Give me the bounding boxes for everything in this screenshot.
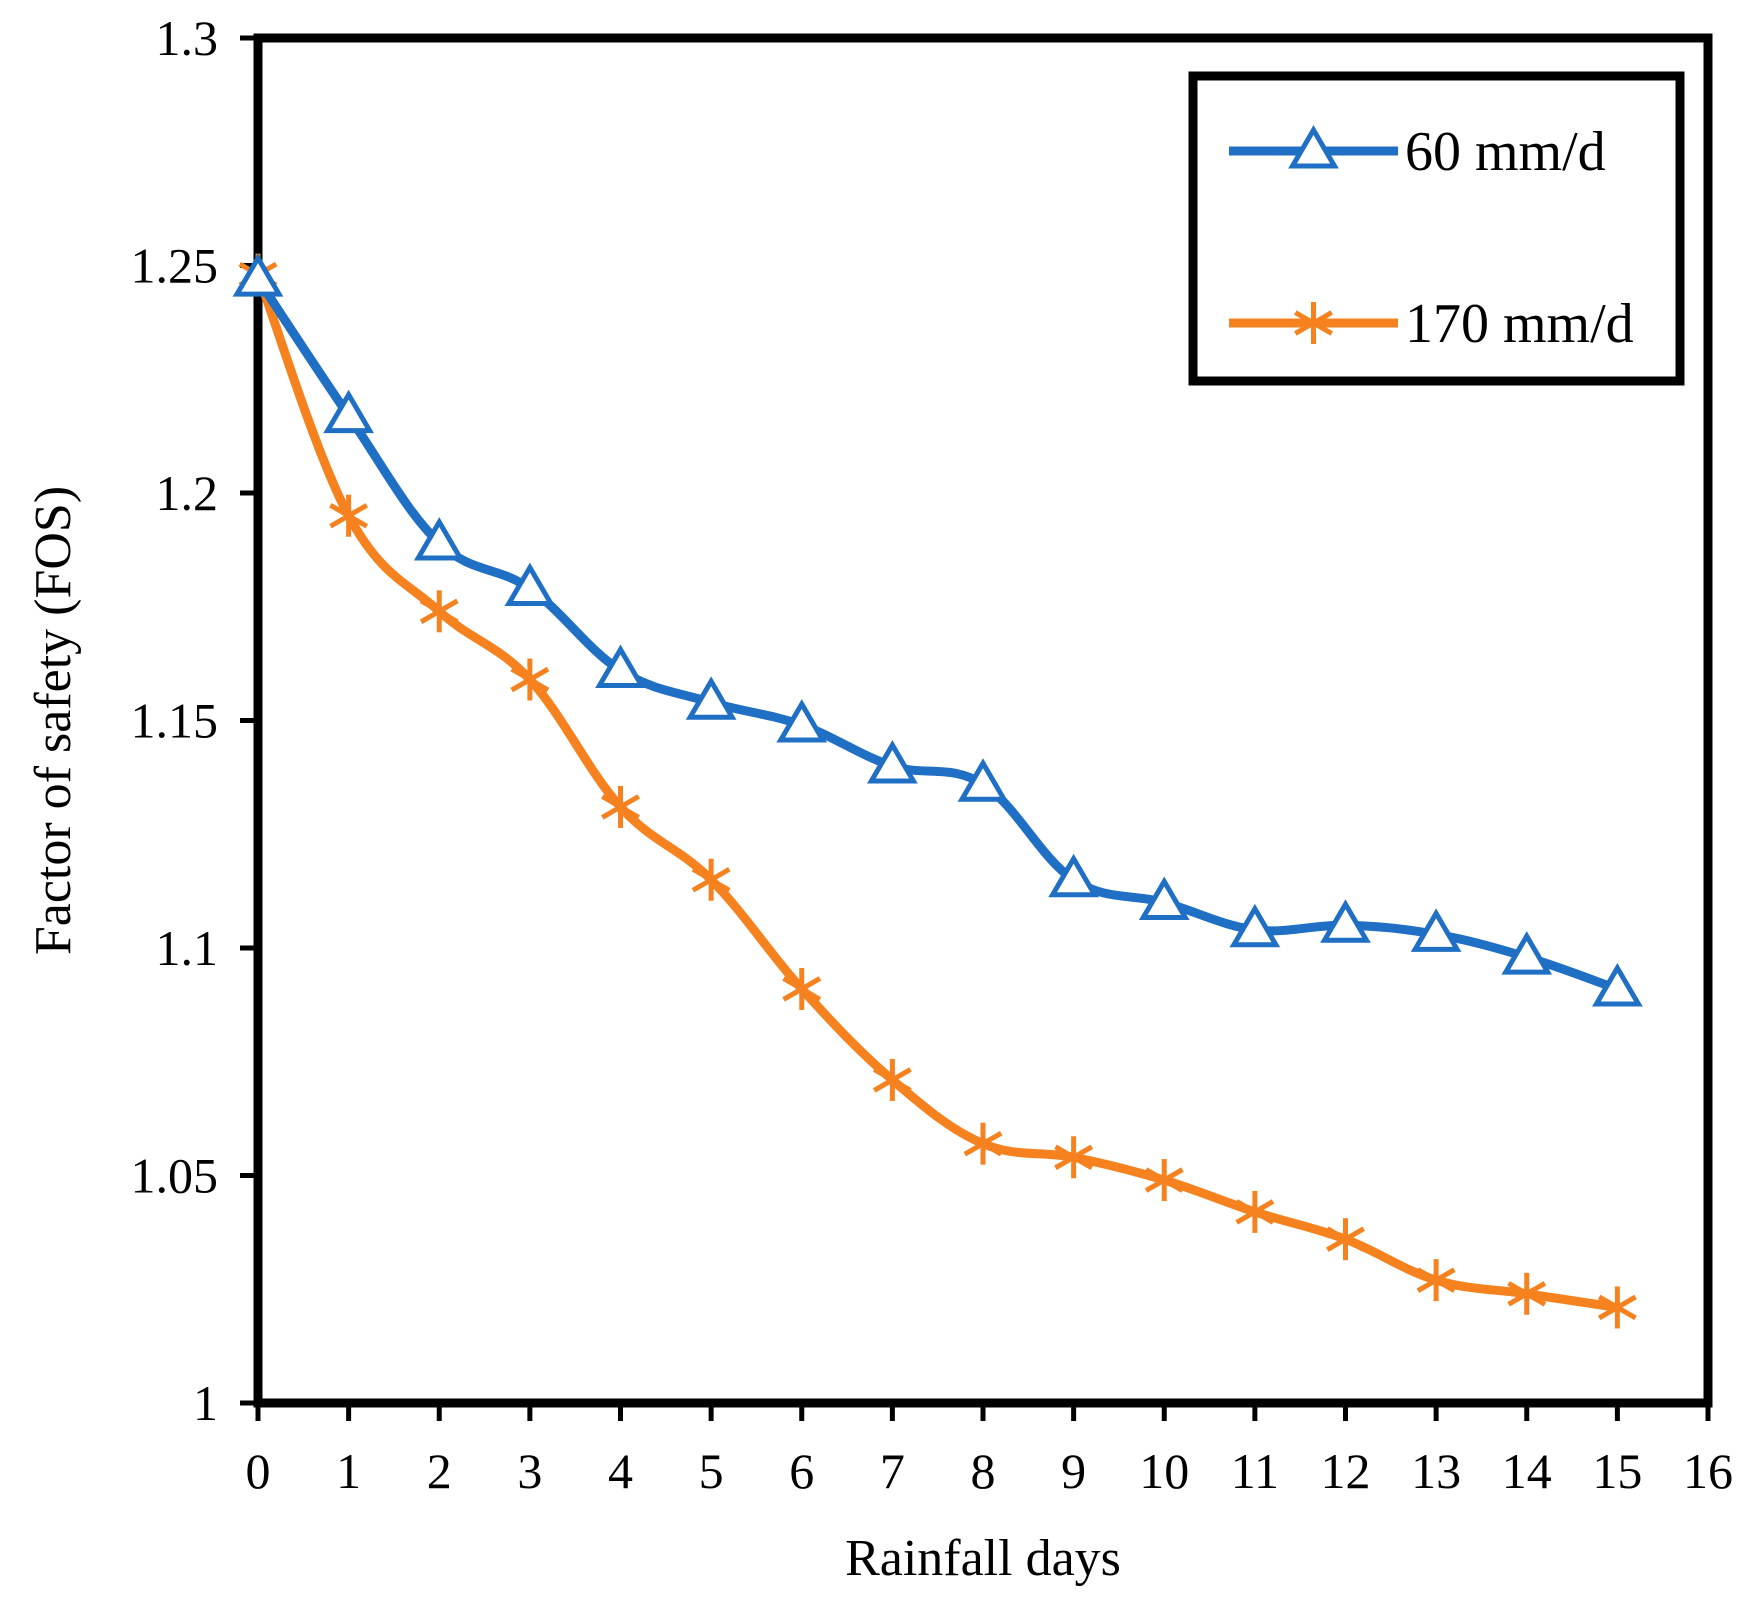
y-tick-label: 1.1: [156, 920, 219, 976]
y-tick-label: 1.15: [131, 693, 219, 749]
series-170-mm-d-point-stroke: [1507, 1281, 1547, 1307]
series-170-mm-d: [238, 253, 1637, 1329]
y-tick-label: 1.2: [156, 465, 219, 521]
series-60-mm-d-point: [1501, 931, 1553, 975]
legend-marker: [1294, 302, 1333, 344]
legend-marker: [1288, 125, 1339, 169]
legend-marker-stroke: [1294, 310, 1333, 336]
x-tick-label: 6: [789, 1443, 814, 1499]
x-tick-label: 1: [336, 1443, 361, 1499]
series-170-mm-d-point-stroke: [963, 1130, 1003, 1157]
x-tick-label: 12: [1321, 1443, 1371, 1499]
series-60-mm-d-point: [595, 644, 646, 688]
x-tick-label: 10: [1139, 1443, 1189, 1499]
series-60-mm-d-point: [1592, 962, 1643, 1007]
legend: 60 mm/d 170 mm/d: [1188, 71, 1685, 386]
series-60-mm-d-point: [1320, 899, 1371, 943]
legend-label: 60 mm/d: [1405, 121, 1606, 183]
y-tick-label: 1.05: [131, 1148, 219, 1204]
x-tick-label: 8: [971, 1443, 996, 1499]
series-170-mm-d-point-stroke: [1597, 1294, 1637, 1321]
series-170-mm-d-point-stroke: [1054, 1144, 1094, 1170]
legend-item-170-mm-d: 170 mm/d: [1229, 293, 1634, 355]
series-170-mm-d-point: [329, 494, 369, 537]
x-tick-label: 0: [246, 1443, 271, 1499]
series-170-mm-d-point-stroke: [1326, 1226, 1365, 1252]
y-tick-label: 1.3: [156, 10, 219, 66]
series-170-mm-d-point: [1144, 1159, 1184, 1202]
series-60-mm-d: [232, 253, 1643, 1007]
x-tick-label: 15: [1592, 1443, 1642, 1499]
x-tick-label: 7: [880, 1443, 905, 1499]
series-170-mm-d-point-stroke: [601, 794, 640, 820]
x-tick-label: 3: [517, 1443, 542, 1499]
series-60-mm-d-point: [413, 517, 465, 561]
y-tick-label: 1: [193, 1375, 218, 1431]
series-170-mm-d-point: [691, 858, 731, 901]
legend-item-60-mm-d: 60 mm/d: [1229, 121, 1606, 183]
series-170-mm-d-point-stroke: [510, 666, 550, 693]
series-170-mm-d-point: [1416, 1259, 1456, 1302]
series-170-mm-d-point-stroke: [691, 867, 731, 893]
series-60-mm-d-point: [1048, 853, 1099, 898]
x-axis-title: Rainfall days: [845, 1530, 1121, 1587]
x-tick-label: 14: [1502, 1443, 1552, 1499]
series-60-mm-d-point: [504, 562, 556, 607]
y-axis-title: Factor of safety (FOS): [25, 486, 82, 955]
series-60-mm-d-point: [957, 758, 1009, 802]
series-170-mm-d-point-stroke: [1235, 1199, 1275, 1225]
series-170-mm-d-point: [601, 785, 640, 828]
legend-box: [1188, 71, 1685, 386]
series-170-mm-d-point-stroke: [782, 976, 822, 1002]
series-60-mm-d-point: [1138, 876, 1190, 920]
plot-area: 11.051.11.151.21.251.30 1 2 3 4 5 6 7 8 9 10 11 12 13…: [25, 10, 1733, 1587]
series-170-mm-d-point: [963, 1122, 1003, 1165]
series-170-mm-d-point-stroke: [419, 598, 459, 624]
x-tick-label: 4: [608, 1443, 633, 1499]
series-170-mm-d-point: [1326, 1218, 1365, 1261]
legend-label: 170 mm/d: [1405, 293, 1634, 355]
x-tick-label: 9: [1061, 1443, 1086, 1499]
series-170-mm-d-point-stroke: [1144, 1167, 1184, 1193]
series-170-mm-d-point: [1507, 1272, 1547, 1315]
series-170-mm-d-point: [1235, 1190, 1275, 1233]
series-170-mm-d-point: [1054, 1136, 1094, 1179]
x-tick-label: 2: [427, 1443, 452, 1499]
x-tick-label: 16: [1683, 1443, 1733, 1499]
series-60-mm-d-point: [1229, 903, 1281, 948]
series-60-mm-d-point: [232, 253, 284, 297]
series-170-mm-d-point: [510, 658, 550, 701]
y-tick-label: 1.25: [131, 238, 219, 294]
series-60-mm-d-point: [867, 740, 918, 784]
series-60-mm-d-point: [776, 699, 828, 743]
series-170-mm-d-point: [419, 590, 459, 633]
series-170-mm-d-point: [782, 967, 822, 1010]
series-170-mm-d-point-stroke: [1416, 1267, 1456, 1293]
series-60-mm-d-point: [685, 676, 737, 720]
series-170-mm-d-point-stroke: [329, 503, 369, 529]
series-170-mm-d-point: [1597, 1286, 1637, 1329]
x-tick-label: 13: [1411, 1443, 1461, 1499]
series-60-mm-d-point: [1410, 908, 1462, 952]
series-60-mm-d-point: [323, 389, 374, 434]
x-tick-label: 5: [699, 1443, 724, 1499]
x-tick-label: 11: [1231, 1443, 1279, 1499]
series-170-mm-d-point-stroke: [872, 1067, 912, 1093]
series-170-mm-d-point: [872, 1058, 912, 1101]
series-170-mm-d-line: [253, 270, 1622, 1312]
